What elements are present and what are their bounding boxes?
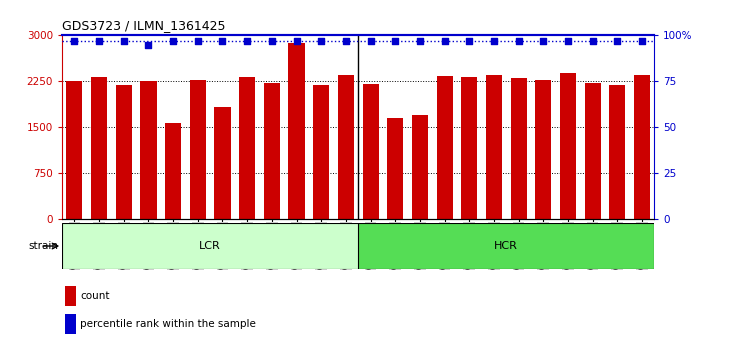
Point (463, 38, 475, 44)
Bar (510, 78, 526, 219)
Point (94, 38, 105, 44)
Point (512, 38, 524, 44)
Point (636, 38, 648, 44)
Bar (214, 107, 230, 219)
Bar (165, 122, 181, 219)
Point (241, 38, 253, 44)
Point (439, 38, 450, 44)
Bar (560, 73, 576, 219)
Bar (461, 77, 477, 219)
Point (611, 38, 623, 44)
Point (340, 38, 352, 44)
Bar (264, 83, 280, 219)
Bar (289, 44, 305, 219)
Point (143, 42, 154, 47)
Bar (634, 75, 650, 219)
Point (537, 38, 549, 44)
Bar (486, 75, 502, 219)
Bar (190, 80, 206, 219)
Text: percentile rank within the sample: percentile rank within the sample (80, 319, 257, 329)
Bar (535, 80, 551, 219)
Point (414, 38, 425, 44)
Point (488, 38, 500, 44)
Bar (65, 286, 76, 306)
Text: HCR: HCR (494, 241, 518, 251)
Point (118, 38, 129, 44)
Point (192, 38, 204, 44)
Point (167, 38, 179, 44)
Point (216, 38, 228, 44)
Point (291, 38, 303, 44)
Bar (387, 118, 404, 219)
Bar (67, 81, 83, 219)
Point (365, 38, 376, 44)
Point (587, 38, 599, 44)
Point (390, 38, 401, 44)
Bar (363, 84, 379, 219)
Point (562, 38, 574, 44)
Point (69, 38, 80, 44)
Point (315, 38, 327, 44)
Bar (65, 314, 76, 334)
Bar (140, 81, 156, 219)
Bar (115, 85, 132, 219)
Bar (313, 85, 329, 219)
Point (266, 38, 278, 44)
Bar (91, 77, 107, 219)
Text: strain: strain (29, 241, 58, 251)
Bar (609, 85, 625, 219)
Text: GDS3723 / ILMN_1361425: GDS3723 / ILMN_1361425 (62, 19, 226, 32)
Bar (62, 223, 358, 269)
Bar (585, 82, 601, 219)
Bar (436, 76, 452, 219)
Bar (239, 77, 255, 219)
Bar (358, 223, 654, 269)
Text: LCR: LCR (200, 241, 221, 251)
Bar (338, 75, 354, 219)
Bar (412, 115, 428, 219)
Text: count: count (80, 291, 110, 301)
